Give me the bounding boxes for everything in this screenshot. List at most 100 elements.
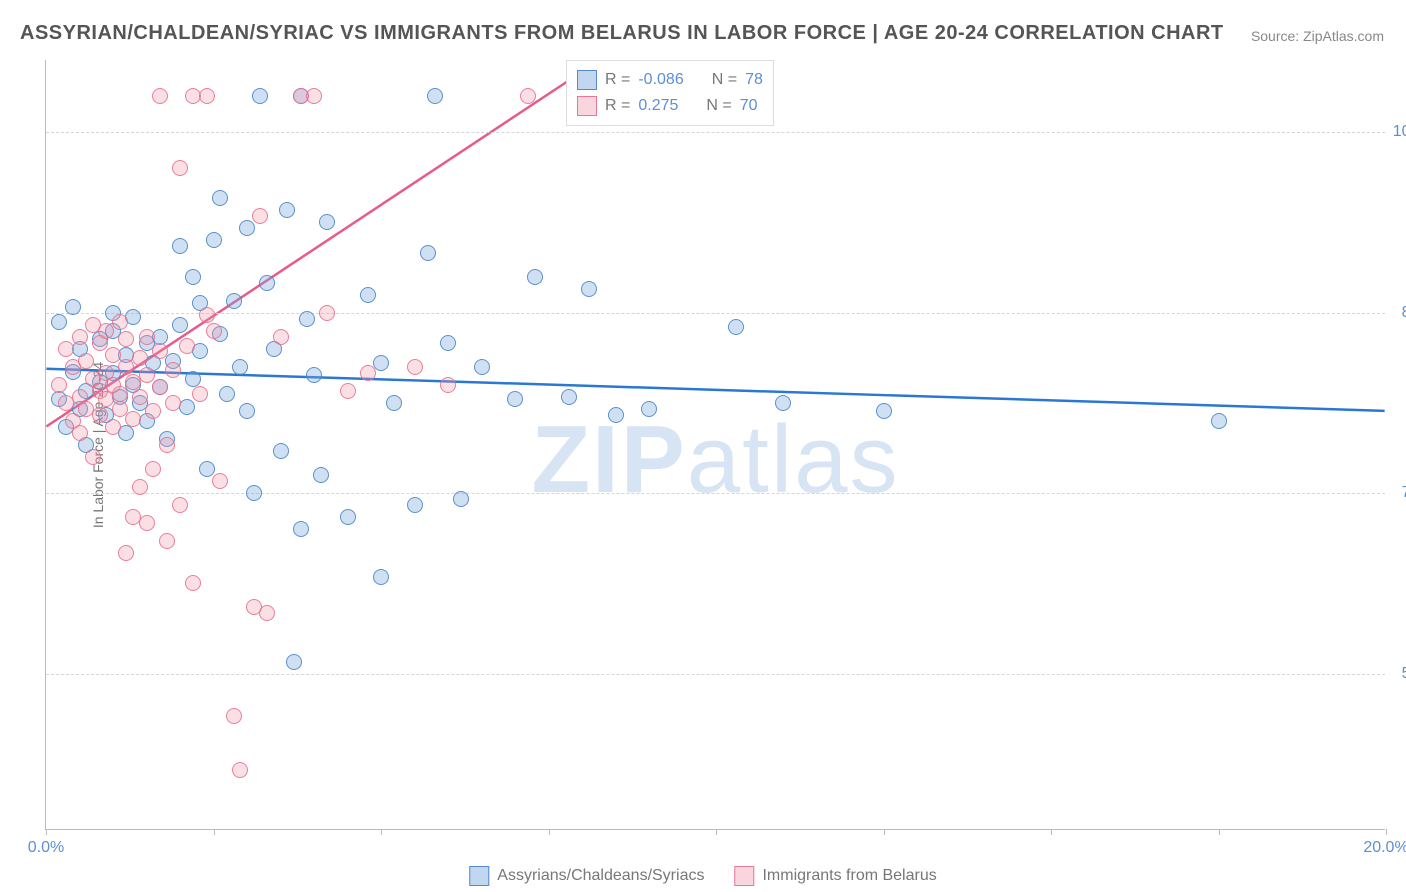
scatter-point [306,367,322,383]
n-label: N = [706,93,731,119]
scatter-point [172,160,188,176]
scatter-point [279,202,295,218]
scatter-point [313,467,329,483]
scatter-point [232,359,248,375]
x-tick [1051,829,1052,835]
stats-row-blue: R = -0.086 N = 78 [577,67,763,93]
n-value-blue: 78 [745,67,763,93]
scatter-point [105,347,121,363]
swatch-blue-icon [577,70,597,90]
scatter-point [453,491,469,507]
x-tick [1219,829,1220,835]
scatter-point [51,314,67,330]
scatter-point [125,411,141,427]
scatter-point [420,245,436,261]
scatter-point [561,389,577,405]
scatter-point [306,88,322,104]
scatter-point [440,335,456,351]
scatter-point [360,287,376,303]
scatter-point [386,395,402,411]
y-tick-label: 55.0% [1402,665,1406,683]
gridline-h [46,674,1385,675]
scatter-point [581,281,597,297]
scatter-point [507,391,523,407]
scatter-point [165,362,181,378]
scatter-point [145,461,161,477]
scatter-point [252,88,268,104]
r-value-blue: -0.086 [638,67,683,93]
scatter-point [179,338,195,354]
scatter-point [206,323,222,339]
swatch-pink-icon [734,866,754,886]
x-tick [1386,829,1387,835]
bottom-legend: Assyrians/Chaldeans/Syriacs Immigrants f… [469,866,936,886]
x-tick [884,829,885,835]
scatter-point [72,425,88,441]
scatter-point [172,238,188,254]
gridline-h [46,313,1385,314]
scatter-point [78,353,94,369]
x-tick-label: 20.0% [1363,839,1406,857]
scatter-point [373,355,389,371]
scatter-point [319,214,335,230]
stats-row-pink: R = 0.275 N = 70 [577,93,763,119]
scatter-point [92,407,108,423]
stats-legend: R = -0.086 N = 78 R = 0.275 N = 70 [566,60,774,126]
scatter-point [319,305,335,321]
scatter-point [427,88,443,104]
scatter-point [65,299,81,315]
scatter-point [132,479,148,495]
scatter-point [58,341,74,357]
trend-lines [46,60,1385,829]
scatter-point [440,377,456,393]
scatter-point [219,386,235,402]
scatter-point [159,437,175,453]
x-tick [549,829,550,835]
scatter-point [273,443,289,459]
scatter-point [192,386,208,402]
scatter-point [340,383,356,399]
scatter-point [85,449,101,465]
scatter-point [152,88,168,104]
scatter-point [246,485,262,501]
scatter-point [226,293,242,309]
scatter-point [728,319,744,335]
scatter-point [252,208,268,224]
x-tick [716,829,717,835]
scatter-point [199,461,215,477]
scatter-point [340,509,356,525]
x-tick [214,829,215,835]
r-label: R = [605,67,630,93]
scatter-point [520,88,536,104]
x-tick [381,829,382,835]
legend-label-blue: Assyrians/Chaldeans/Syriacs [497,867,704,885]
scatter-point [172,497,188,513]
scatter-point [232,762,248,778]
scatter-point [212,473,228,489]
scatter-point [239,403,255,419]
swatch-pink-icon [577,96,597,116]
chart-title: ASSYRIAN/CHALDEAN/SYRIAC VS IMMIGRANTS F… [20,22,1224,45]
scatter-point [407,359,423,375]
n-label: N = [712,67,737,93]
scatter-point [139,367,155,383]
scatter-point [373,569,389,585]
scatter-point [293,521,309,537]
watermark: ZIPatlas [531,405,899,515]
scatter-point [876,403,892,419]
r-value-pink: 0.275 [638,93,678,119]
scatter-point [132,389,148,405]
scatter-point [360,365,376,381]
scatter-point [165,395,181,411]
chart-container: In Labor Force | Age 20-24 ZIPatlas R = … [45,60,1385,830]
scatter-point [172,317,188,333]
legend-item-pink: Immigrants from Belarus [734,866,936,886]
r-label: R = [605,93,630,119]
scatter-point [51,377,67,393]
scatter-point [159,533,175,549]
scatter-point [185,575,201,591]
scatter-point [206,232,222,248]
scatter-point [112,314,128,330]
scatter-point [212,190,228,206]
scatter-point [105,419,121,435]
